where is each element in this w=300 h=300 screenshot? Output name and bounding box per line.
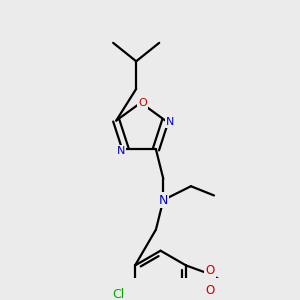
Text: O: O: [206, 264, 215, 277]
Text: N: N: [166, 117, 174, 128]
Text: O: O: [206, 284, 215, 297]
Text: N: N: [159, 194, 168, 206]
Text: O: O: [138, 98, 147, 108]
Text: N: N: [117, 146, 125, 156]
Text: Cl: Cl: [112, 288, 124, 300]
